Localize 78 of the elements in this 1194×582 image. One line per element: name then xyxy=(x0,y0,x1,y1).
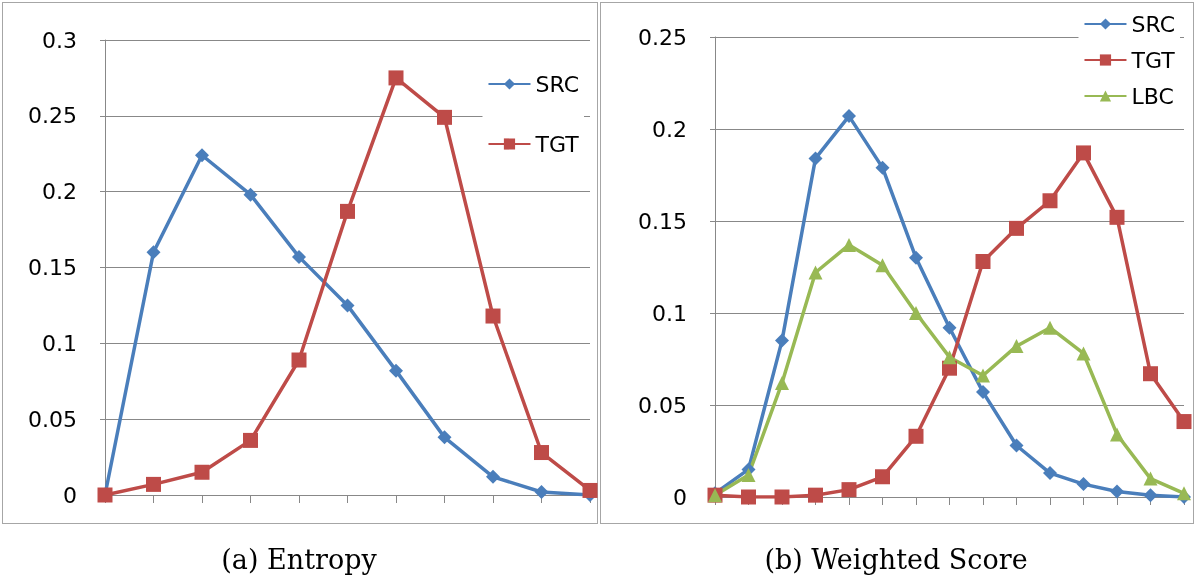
point xyxy=(1110,427,1124,442)
point xyxy=(534,484,549,499)
y-tick-label: 0.15 xyxy=(28,255,77,280)
point xyxy=(1043,320,1057,335)
point xyxy=(976,368,990,383)
point xyxy=(741,467,756,482)
point xyxy=(808,487,823,503)
legend-label: TGT xyxy=(534,131,580,157)
point xyxy=(1143,471,1158,486)
point xyxy=(808,151,823,166)
text: (a) Entropy xyxy=(221,544,378,575)
y-tick-label: 0.2 xyxy=(652,116,687,142)
point xyxy=(1042,193,1058,209)
point xyxy=(1076,145,1091,161)
point xyxy=(1076,477,1091,492)
point xyxy=(942,320,957,335)
y-tick-label: 0.05 xyxy=(638,392,687,418)
y-tick-label: 0 xyxy=(63,482,77,508)
point xyxy=(195,148,209,163)
point xyxy=(146,245,161,260)
legend-label: LBC xyxy=(1131,83,1174,109)
point xyxy=(1009,438,1024,453)
legend-label: TGT xyxy=(1130,47,1176,73)
point xyxy=(1143,366,1158,382)
point xyxy=(146,476,161,492)
y-tick-label: 0.25 xyxy=(638,24,687,50)
y-tick-label: 0.1 xyxy=(42,330,77,356)
point xyxy=(842,237,856,252)
point xyxy=(243,432,258,448)
point xyxy=(1143,488,1158,503)
point xyxy=(340,203,355,219)
point xyxy=(909,306,923,320)
point xyxy=(1009,339,1024,354)
point xyxy=(774,489,790,505)
point xyxy=(486,469,500,484)
y-tick-label: 0.05 xyxy=(28,406,77,432)
point xyxy=(389,363,403,378)
point xyxy=(388,70,404,86)
point xyxy=(1109,209,1125,225)
point xyxy=(976,385,990,400)
legend-label: SRC xyxy=(1131,11,1176,37)
point xyxy=(875,258,890,273)
point xyxy=(1043,466,1057,481)
point xyxy=(243,187,258,202)
point xyxy=(908,428,924,444)
y-tick-label: 0.15 xyxy=(638,208,687,234)
point xyxy=(842,109,856,124)
y-tick-label: 0.25 xyxy=(28,103,77,129)
point xyxy=(775,333,789,348)
point xyxy=(875,469,890,485)
point xyxy=(194,464,210,480)
point xyxy=(437,430,452,445)
point xyxy=(485,308,501,324)
point xyxy=(292,249,306,264)
point xyxy=(775,375,789,390)
point xyxy=(340,298,355,313)
point xyxy=(1009,220,1024,236)
point xyxy=(1076,346,1091,361)
point xyxy=(1110,484,1124,499)
point xyxy=(841,482,857,498)
point xyxy=(909,250,923,265)
point xyxy=(1177,486,1191,501)
point xyxy=(534,445,549,461)
point xyxy=(942,350,957,365)
y-tick-label: 0.3 xyxy=(42,27,77,53)
point xyxy=(291,352,307,368)
y-tick-label: 0.2 xyxy=(42,179,77,205)
point xyxy=(437,109,452,125)
point xyxy=(875,160,890,175)
y-tick-label: 0.1 xyxy=(652,300,687,326)
point xyxy=(582,482,598,498)
y-tick-label: 0 xyxy=(673,484,687,510)
point xyxy=(741,489,756,505)
legend-label: SRC xyxy=(535,71,580,97)
point xyxy=(1176,414,1192,430)
text: (b) Weighted Score xyxy=(764,544,1028,575)
point xyxy=(808,265,823,280)
point xyxy=(975,253,991,269)
